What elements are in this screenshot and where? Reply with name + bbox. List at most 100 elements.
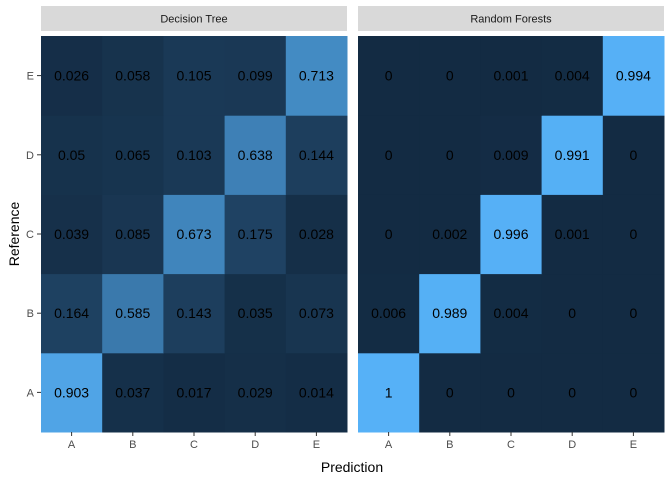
x-tick-label: C: [190, 439, 198, 451]
cell-value-label: 0.037: [115, 384, 150, 400]
x-tick-label: A: [385, 439, 393, 451]
cell-value-label: 0.105: [176, 68, 211, 84]
cell-value-label: 0: [385, 68, 393, 84]
cell-value-label: 0.014: [299, 384, 334, 400]
cell-value-label: 0: [446, 384, 454, 400]
heatmap-cell: [358, 194, 420, 275]
heatmap-cell: [224, 115, 287, 195]
heatmap-cell: [419, 273, 481, 354]
heatmap-cell: [285, 194, 348, 275]
cell-value-label: 0.028: [299, 226, 334, 242]
heatmap-cell: [602, 352, 665, 433]
heatmap-cell: [480, 352, 543, 433]
cell-value-label: 0: [630, 384, 638, 400]
heatmap-cell: [163, 36, 226, 116]
heatmap-cell: [480, 194, 543, 275]
cell-value-label: 0.085: [115, 226, 150, 242]
cell-value-label: 0: [446, 68, 454, 84]
heatmap-cell: [480, 36, 543, 116]
heatmap-cell: [224, 273, 287, 354]
cell-value-label: 0: [385, 147, 393, 163]
cell-value-label: 0.035: [238, 305, 273, 321]
x-tick-label: A: [68, 439, 76, 451]
x-tick-label: E: [313, 439, 320, 451]
heatmap-cell: [602, 273, 665, 354]
cell-value-label: 0.073: [299, 305, 334, 321]
cell-value-label: 0.099: [238, 68, 273, 84]
cell-value-label: 0: [568, 384, 576, 400]
cell-value-label: 0.673: [176, 226, 211, 242]
heatmap-cell: [102, 194, 164, 275]
heatmap-cell: [163, 352, 226, 433]
facet-strip-label: Random Forests: [470, 14, 552, 26]
cell-value-label: 0.144: [299, 147, 334, 163]
cell-value-label: 1: [385, 384, 393, 400]
heatmap-cell: [224, 194, 287, 275]
facet-strip-label: Decision Tree: [160, 14, 227, 26]
cell-value-label: 0: [630, 305, 638, 321]
y-tick-label: A: [27, 387, 35, 399]
cell-value-label: 0.989: [432, 305, 467, 321]
cell-value-label: 0.001: [555, 226, 590, 242]
heatmap-cell: [541, 352, 604, 433]
cell-value-label: 0: [630, 147, 638, 163]
x-tick-label: B: [446, 439, 453, 451]
cell-value-label: 0.004: [493, 305, 528, 321]
y-tick-label: D: [26, 150, 34, 162]
cell-value-label: 0.002: [432, 226, 467, 242]
cell-value-label: 0.017: [176, 384, 211, 400]
heatmap-cell: [419, 115, 481, 195]
cell-value-label: 0.143: [176, 305, 211, 321]
x-tick-label: C: [507, 439, 515, 451]
heatmap-cell: [224, 36, 287, 116]
cell-value-label: 0.991: [555, 147, 590, 163]
cell-value-label: 0.001: [493, 68, 528, 84]
heatmap-cell: [224, 352, 287, 433]
panel-1: Decision Tree 0.903 0.037 0.017 0.029 0.014 0.…: [26, 6, 348, 451]
heatmap-cell: [541, 273, 604, 354]
heatmap-cell: [102, 115, 164, 195]
x-tick-label: D: [251, 439, 259, 451]
heatmap-cell: [285, 36, 348, 116]
heatmap-cell: [41, 352, 103, 433]
cell-value-label: 0.713: [299, 68, 334, 84]
cell-value-label: 0.039: [54, 226, 89, 242]
heatmap-cell: [163, 115, 226, 195]
cell-value-label: 0.103: [176, 147, 211, 163]
facet-strip: [41, 6, 347, 31]
heatmap-cell: [358, 36, 420, 116]
heatmap-cell: [358, 273, 420, 354]
heatmap-cell: [102, 352, 164, 433]
cell-value-label: 0.996: [493, 226, 528, 242]
cell-value-label: 0.026: [54, 68, 89, 84]
cell-value-label: 0.006: [371, 305, 406, 321]
cell-value-label: 0.585: [115, 305, 150, 321]
heatmap-cell: [41, 36, 103, 116]
x-tick-label: D: [568, 439, 576, 451]
heatmap-cell: [541, 194, 604, 275]
heatmap-cell: [358, 352, 420, 433]
cell-value-label: 0.065: [115, 147, 150, 163]
x-tick-label: E: [630, 439, 637, 451]
x-axis-title: Prediction: [321, 459, 383, 475]
heatmap-cell: [163, 194, 226, 275]
panel-2: Random Forests 1 0 0 0 0 0.006 0.989 0.004 0 0 0 0.0…: [358, 6, 665, 451]
x-tick-label: B: [129, 439, 136, 451]
cell-value-label: 0.05: [58, 147, 85, 163]
cell-value-label: 0.004: [555, 68, 590, 84]
heatmap-cell: [602, 36, 665, 116]
heatmap-cell: [602, 194, 665, 275]
y-tick-label: C: [26, 229, 34, 241]
cell-value-label: 0: [568, 305, 576, 321]
heatmap-cell: [419, 352, 481, 433]
cell-value-label: 0: [630, 226, 638, 242]
heatmap-cell: [285, 115, 348, 195]
facet-strip: [358, 6, 664, 31]
y-tick-label: B: [27, 308, 34, 320]
heatmap-cell: [285, 352, 348, 433]
cell-value-label: 0.058: [115, 68, 150, 84]
cell-value-label: 0.994: [616, 68, 651, 84]
heatmap-cell: [102, 273, 164, 354]
cell-value-label: 0.029: [238, 384, 273, 400]
